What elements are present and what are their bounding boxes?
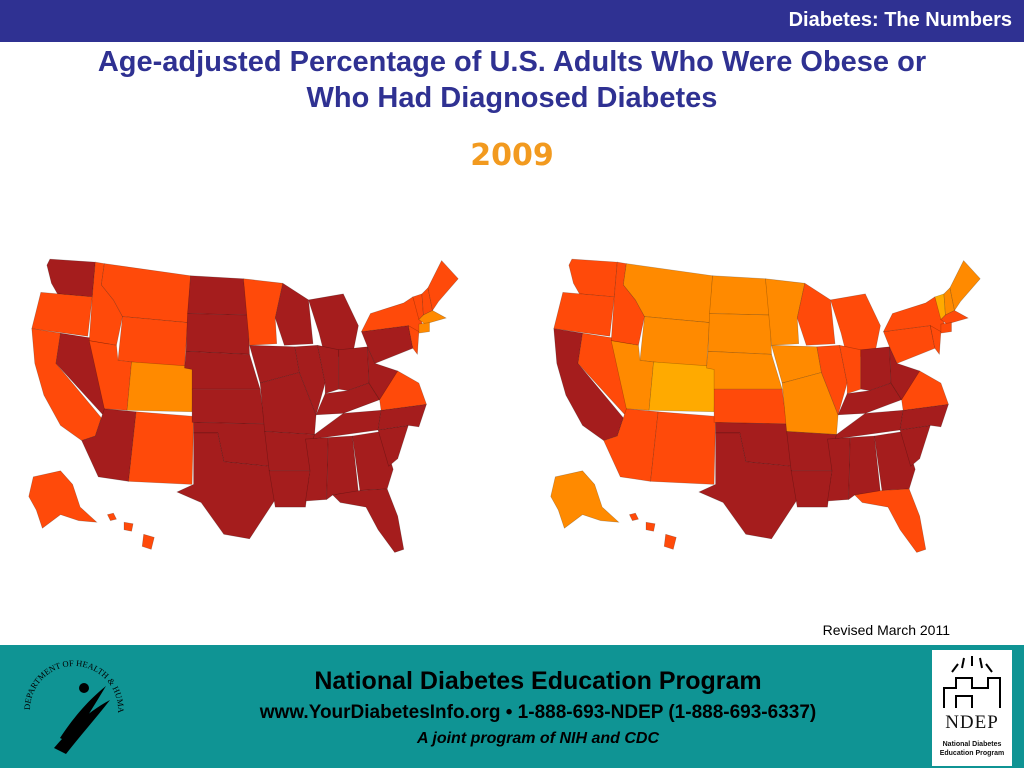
footer-org-name: National Diabetes Education Program (314, 667, 762, 695)
diabetes-state-ct (940, 322, 952, 334)
obesity-map-states (28, 258, 459, 553)
revised-date: Revised March 2011 (822, 622, 950, 638)
ndep-logo-icon (943, 656, 1001, 708)
obesity-state-me (427, 260, 459, 312)
diabetes-state-ma (940, 310, 969, 325)
diabetes-state-wy (639, 316, 710, 369)
obesity-map (28, 258, 459, 553)
footer-contact[interactable]: www.YourDiabetesInfo.org • 1-888-693-NDE… (259, 702, 817, 723)
slide-title: Age-adjusted Percentage of U.S. Adults W… (0, 44, 1024, 116)
obesity-state-in (317, 344, 340, 395)
obesity-state-oh (338, 346, 370, 391)
diabetes-state-tx (698, 432, 798, 540)
obesity-state-pa (361, 325, 414, 364)
footer-bar (0, 645, 1024, 768)
obesity-state-az (81, 408, 137, 482)
diabetes-state-co (648, 361, 716, 413)
obesity-state-wa (46, 258, 96, 298)
slide-title-line-1: Age-adjusted Percentage of U.S. Adults W… (97, 46, 927, 78)
diabetes-state-pa (883, 325, 936, 364)
header-bar: Diabetes: The Numbers (0, 0, 1024, 42)
obesity-state-wi (274, 282, 314, 346)
obesity-state-la (268, 470, 311, 508)
diabetes-state-wi (796, 282, 836, 346)
obesity-state-hi (106, 512, 155, 550)
diabetes-state-ne (706, 351, 783, 390)
diabetes-state-il (816, 344, 848, 416)
slide-title-line-2: Who Had Diagnosed Diabetes (306, 82, 718, 114)
diabetes-state-az (603, 408, 659, 482)
diabetes-state-nd (709, 275, 771, 316)
diabetes-state-ak (550, 470, 620, 529)
obesity-state-ct (418, 322, 430, 334)
obesity-state-sd (185, 313, 250, 355)
diabetes-state-fl (854, 488, 927, 553)
diabetes-map (550, 258, 981, 553)
obesity-state-or (31, 292, 93, 337)
obesity-state-il (294, 344, 326, 416)
diabetes-state-sd (707, 313, 772, 355)
diabetes-state-mo (781, 372, 839, 435)
diabetes-state-ks (713, 388, 788, 425)
ndep-subtitle-line-2: Education Program (939, 750, 1005, 757)
diabetes-state-in (839, 344, 862, 395)
year-label: 2009 (470, 138, 554, 173)
ndep-logo-subtitle: National Diabetes Education Program (932, 740, 1012, 758)
diabetes-state-me (949, 260, 981, 312)
obesity-state-ne (184, 351, 261, 390)
obesity-state-wy (117, 316, 188, 369)
obesity-state-tx (176, 432, 276, 540)
obesity-state-co (126, 361, 194, 413)
section-title: Diabetes: The Numbers (788, 9, 1012, 31)
footer-joint-program: A joint program of NIH and CDC (416, 730, 660, 747)
obesity-state-ks (191, 388, 266, 425)
diabetes-state-hi (628, 512, 677, 550)
diabetes-state-nc (899, 403, 949, 431)
obesity-state-ma (418, 310, 447, 325)
obesity-state-ms (305, 437, 329, 502)
diabetes-state-wa (568, 258, 618, 298)
diabetes-state-nm (650, 411, 716, 485)
obesity-state-nd (187, 275, 249, 316)
ndep-subtitle-line-1: National Diabetes (942, 741, 1002, 748)
obesity-state-ak (28, 470, 98, 529)
obesity-state-fl (332, 488, 405, 553)
obesity-state-mo (259, 372, 317, 435)
obesity-state-nc (377, 403, 427, 431)
diabetes-map-states (550, 258, 981, 553)
obesity-state-mn (243, 278, 284, 346)
diabetes-state-or (553, 292, 615, 337)
diabetes-state-mn (765, 278, 806, 346)
diabetes-state-ms (827, 437, 851, 502)
diabetes-state-la (790, 470, 833, 508)
diabetes-state-oh (860, 346, 892, 391)
ndep-logo-text: NDEP (945, 712, 999, 733)
obesity-state-nm (128, 411, 194, 485)
